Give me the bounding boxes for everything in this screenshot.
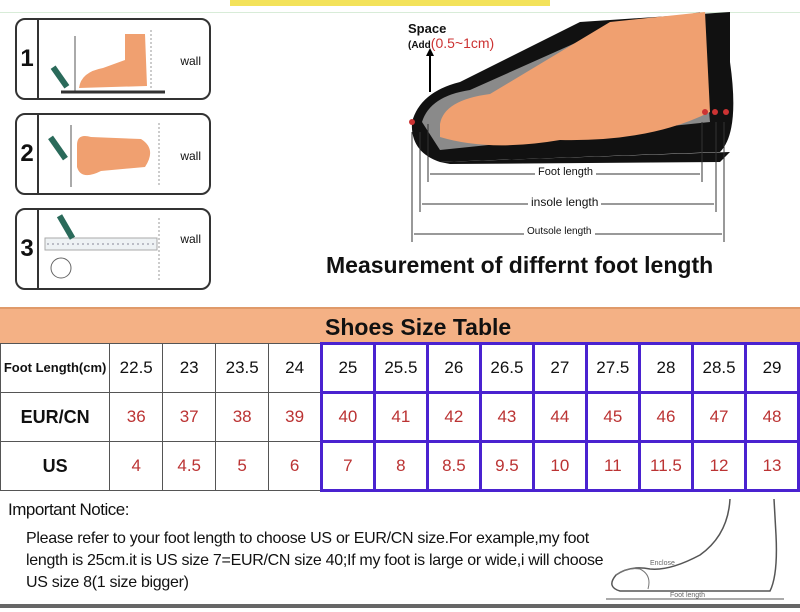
row-label: EUR/CN	[0, 392, 111, 442]
step-number: 3	[17, 210, 39, 288]
top-banner-strip	[230, 0, 550, 6]
cell: 5	[215, 441, 270, 491]
cell: 7	[320, 440, 376, 492]
cell: 6	[268, 441, 322, 491]
shoe-cross-section-illustration	[409, 12, 734, 242]
cell: 28	[637, 342, 695, 394]
cell: 8.5	[425, 440, 482, 492]
size-table-title: Shoes Size Table	[325, 314, 512, 340]
row-label: US	[0, 441, 111, 491]
cell: 43	[478, 391, 535, 443]
foot-side-icon	[50, 30, 165, 94]
insole-length-label: insole length	[528, 195, 602, 209]
size-table: Foot Length(cm) 22.5 23 23.5 24 25 25.5 26 26.5…	[0, 342, 800, 492]
wall-label: wall	[180, 232, 201, 246]
foot-top-icon	[48, 123, 160, 187]
cell: 22.5	[109, 343, 164, 393]
table-row-foot-length: Foot Length(cm) 22.5 23 23.5 24 25 25.5 26 26.5…	[0, 342, 800, 394]
cell: 36	[109, 392, 164, 442]
measurement-title: Measurement of differnt foot length	[326, 252, 714, 278]
space-annotation: Space (Add(0.5~1cm)	[408, 22, 494, 53]
cell: 38	[215, 392, 270, 442]
foot-length-label: Foot length	[535, 166, 597, 178]
cell: 40	[320, 391, 376, 443]
cell: 27.5	[584, 342, 641, 394]
cell: 27	[531, 342, 588, 394]
step-number: 1	[17, 20, 39, 98]
wall-label: wall	[180, 54, 201, 68]
step-2-panel: 2 wall	[15, 113, 211, 195]
cell: 12	[690, 440, 748, 492]
step-number: 2	[17, 115, 39, 193]
cell: 26	[425, 342, 482, 394]
notice-text: Please refer to your foot length to choo…	[26, 530, 604, 591]
cell: 28.5	[690, 342, 748, 394]
cell: 46	[637, 391, 695, 443]
cell: 4.5	[162, 441, 217, 491]
divider	[0, 12, 800, 13]
ruler-icon	[44, 214, 160, 282]
row-label: Foot Length(cm)	[0, 343, 111, 393]
table-row-us: US 4 4.5 5 6 7 8 8.5 9.5 10 11 11.5 12 13	[0, 440, 800, 492]
cell: 13	[744, 440, 800, 492]
cell: 42	[425, 391, 482, 443]
step-1-panel: 1 wall	[15, 18, 211, 100]
cell: 47	[690, 391, 748, 443]
cell: 44	[531, 391, 588, 443]
foot-outline-illustration: Enclose Foot length	[606, 498, 784, 600]
wall-label: wall	[180, 149, 201, 163]
size-table-header: Shoes Size Table	[0, 307, 800, 343]
outsole-length-label: Outsole length	[524, 226, 595, 237]
cell: 39	[268, 392, 322, 442]
cell: 9.5	[478, 440, 535, 492]
cell: 10	[531, 440, 588, 492]
cell: 8	[372, 440, 429, 492]
cell: 26.5	[478, 342, 535, 394]
cell: 4	[109, 441, 164, 491]
cell: 25	[320, 342, 376, 394]
cell: 23.5	[215, 343, 270, 393]
space-label: Space	[408, 21, 447, 36]
cell: 24	[268, 343, 322, 393]
cell: 11.5	[637, 440, 695, 492]
cell: 25.5	[372, 342, 429, 394]
enclose-label: Enclose	[650, 560, 675, 567]
table-row-eur-cn: EUR/CN 36 37 38 39 40 41 42 43 44 45 46 47 48	[0, 391, 800, 443]
cell: 41	[372, 391, 429, 443]
foot-length-label: Foot length	[670, 592, 705, 599]
cell: 37	[162, 392, 217, 442]
notice-title: Important Notice:	[8, 500, 129, 519]
space-range: (0.5~1cm)	[430, 35, 495, 51]
cell: 23	[162, 343, 217, 393]
space-add-label: (Add	[408, 40, 431, 51]
cell: 29	[744, 342, 800, 394]
cell: 48	[744, 391, 800, 443]
cell: 11	[584, 440, 641, 492]
bottom-divider	[0, 604, 800, 608]
cell: 45	[584, 391, 641, 443]
step-3-panel: 3 wall	[15, 208, 211, 290]
